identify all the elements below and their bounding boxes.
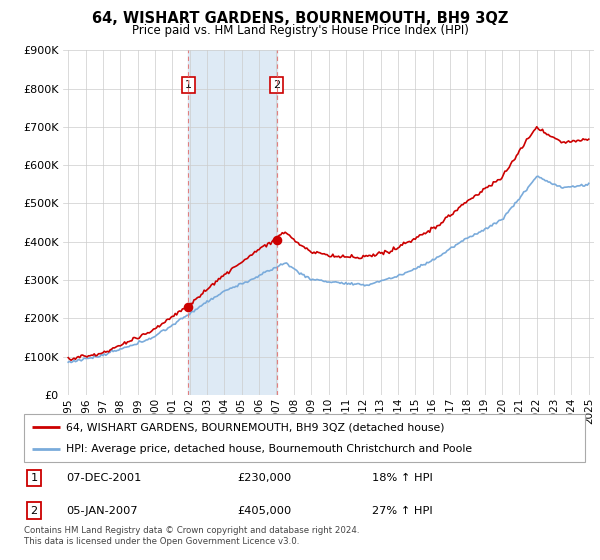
- Text: 2: 2: [273, 80, 280, 90]
- Text: HPI: Average price, detached house, Bournemouth Christchurch and Poole: HPI: Average price, detached house, Bour…: [66, 444, 472, 454]
- Text: 27% ↑ HPI: 27% ↑ HPI: [372, 506, 433, 516]
- Text: 1: 1: [185, 80, 192, 90]
- Bar: [188, 50, 277, 395]
- Text: Contains HM Land Registry data © Crown copyright and database right 2024.
This d: Contains HM Land Registry data © Crown c…: [24, 526, 359, 546]
- Text: £405,000: £405,000: [237, 506, 292, 516]
- Text: 64, WISHART GARDENS, BOURNEMOUTH, BH9 3QZ (detached house): 64, WISHART GARDENS, BOURNEMOUTH, BH9 3Q…: [66, 422, 445, 432]
- Text: 1: 1: [31, 473, 38, 483]
- FancyBboxPatch shape: [24, 414, 585, 462]
- Text: 18% ↑ HPI: 18% ↑ HPI: [372, 473, 433, 483]
- Text: Price paid vs. HM Land Registry's House Price Index (HPI): Price paid vs. HM Land Registry's House …: [131, 24, 469, 37]
- Point: [184, 302, 193, 311]
- Text: 64, WISHART GARDENS, BOURNEMOUTH, BH9 3QZ: 64, WISHART GARDENS, BOURNEMOUTH, BH9 3Q…: [92, 11, 508, 26]
- Text: 05-JAN-2007: 05-JAN-2007: [66, 506, 138, 516]
- Point: [272, 235, 281, 244]
- Text: £230,000: £230,000: [237, 473, 292, 483]
- Text: 07-DEC-2001: 07-DEC-2001: [66, 473, 142, 483]
- Text: 2: 2: [31, 506, 38, 516]
